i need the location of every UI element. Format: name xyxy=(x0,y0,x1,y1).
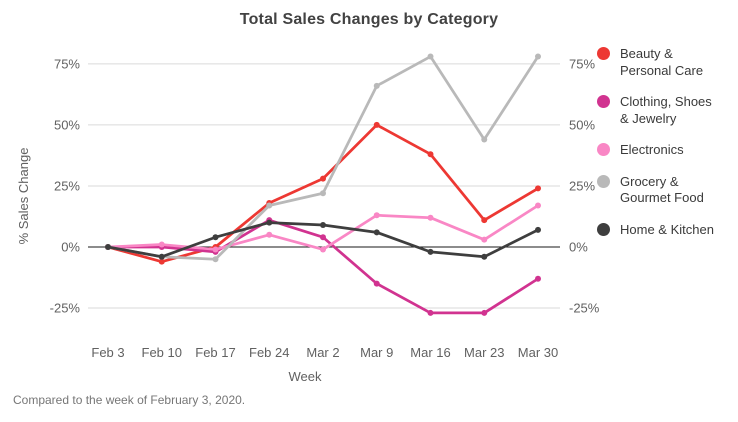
legend-item-clothing-shoes-jewelry: Clothing, Shoes & Jewelry xyxy=(597,94,735,127)
x-tick-label: Feb 24 xyxy=(249,345,289,360)
data-point-grocery-gourmet-food xyxy=(320,190,326,197)
data-point-clothing-shoes-jewelry xyxy=(427,309,434,316)
data-point-grocery-gourmet-food xyxy=(212,256,219,263)
data-point-home-kitchen xyxy=(535,226,541,233)
x-tick-label: Mar 30 xyxy=(518,345,558,360)
y-tick-label-right: 50% xyxy=(569,117,595,132)
legend-item-electronics: Electronics xyxy=(597,142,735,159)
data-point-electronics xyxy=(427,214,434,221)
data-point-beauty-personal-care xyxy=(158,258,165,265)
data-point-home-kitchen xyxy=(105,244,111,250)
legend-dot-icon xyxy=(597,174,610,188)
legend-label: Home & Kitchen xyxy=(620,221,714,237)
y-tick-label-right: 25% xyxy=(569,178,595,193)
legend-label: Beauty & Personal Care xyxy=(620,46,704,78)
legend-label: Electronics xyxy=(620,142,684,157)
data-point-electronics xyxy=(481,236,488,243)
data-point-grocery-gourmet-food xyxy=(535,53,541,60)
data-point-home-kitchen xyxy=(266,219,273,226)
data-point-beauty-personal-care xyxy=(481,217,488,224)
data-point-clothing-shoes-jewelry xyxy=(535,275,541,282)
data-point-beauty-personal-care xyxy=(427,151,434,158)
data-point-home-kitchen xyxy=(481,253,488,260)
y-axis-title: % Sales Change xyxy=(16,148,31,245)
data-point-beauty-personal-care xyxy=(320,175,326,182)
chart-title: Total Sales Changes by Category xyxy=(239,11,499,28)
data-point-electronics xyxy=(266,231,273,238)
data-point-home-kitchen xyxy=(427,248,434,255)
x-tick-label: Mar 2 xyxy=(306,345,339,360)
x-tick-label: Feb 3 xyxy=(91,345,124,360)
legend-item-grocery-gourmet-food: Grocery & Gourmet Food xyxy=(597,174,735,207)
data-point-clothing-shoes-jewelry xyxy=(481,309,488,316)
legend-label: Clothing, Shoes & Jewelry xyxy=(620,94,712,126)
y-tick-label-left: -25% xyxy=(50,301,81,316)
data-point-clothing-shoes-jewelry xyxy=(373,280,380,287)
data-point-grocery-gourmet-food xyxy=(427,53,434,60)
legend: Beauty & Personal Care Clothing, Shoes & Je… xyxy=(597,46,735,238)
y-tick-label-right: 0% xyxy=(569,240,588,255)
legend-dot-icon xyxy=(597,143,610,156)
legend-dot-icon xyxy=(597,222,610,236)
data-point-home-kitchen xyxy=(158,253,165,260)
x-tick-label: Feb 17 xyxy=(195,345,235,360)
y-tick-label-right: 75% xyxy=(569,56,595,71)
y-tick-label-left: 75% xyxy=(54,56,80,71)
x-axis-title: Week xyxy=(289,369,322,384)
data-point-electronics xyxy=(158,241,165,248)
x-tick-label: Mar 16 xyxy=(410,345,450,360)
legend-item-home-kitchen: Home & Kitchen xyxy=(597,222,735,239)
data-point-beauty-personal-care xyxy=(373,121,380,128)
data-point-grocery-gourmet-food xyxy=(481,136,488,143)
footnote-caption: Compared to the week of February 3, 2020… xyxy=(13,393,246,407)
legend-item-beauty-personal-care: Beauty & Personal Care xyxy=(597,46,735,79)
data-point-home-kitchen xyxy=(373,229,380,236)
y-tick-label-left: 25% xyxy=(54,178,80,193)
data-point-beauty-personal-care xyxy=(535,185,541,192)
legend-dot-icon xyxy=(597,47,610,60)
data-point-home-kitchen xyxy=(320,222,326,229)
y-tick-label-right: -25% xyxy=(569,301,600,316)
x-tick-label: Mar 23 xyxy=(464,345,504,360)
y-tick-label-left: 50% xyxy=(54,117,80,132)
data-point-home-kitchen xyxy=(212,234,219,241)
data-point-electronics xyxy=(320,246,326,253)
legend-dot-icon xyxy=(597,95,610,108)
y-tick-label-left: 0% xyxy=(61,240,80,255)
data-point-electronics xyxy=(373,212,380,219)
x-tick-label: Mar 9 xyxy=(360,345,393,360)
data-point-clothing-shoes-jewelry xyxy=(320,234,326,241)
data-point-grocery-gourmet-food xyxy=(266,202,273,209)
data-point-electronics xyxy=(212,246,219,253)
legend-label: Grocery & Gourmet Food xyxy=(620,173,704,206)
data-point-electronics xyxy=(535,202,541,209)
data-point-grocery-gourmet-food xyxy=(373,82,380,89)
x-tick-label: Feb 10 xyxy=(142,345,182,360)
series-line-grocery-gourmet-food xyxy=(106,55,540,261)
